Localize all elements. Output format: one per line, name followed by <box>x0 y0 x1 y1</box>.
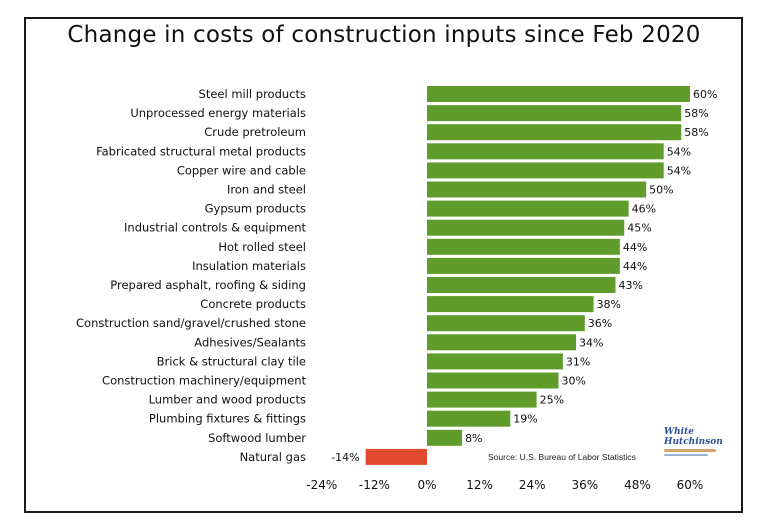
category-label: Insulation materials <box>192 259 306 273</box>
category-label: Copper wire and cable <box>177 163 306 177</box>
value-label: 54% <box>667 164 691 177</box>
category-label: Softwood lumber <box>208 431 306 445</box>
category-label: Unprocessed energy materials <box>130 106 306 120</box>
value-label: 19% <box>513 413 537 426</box>
value-label: 25% <box>540 394 564 407</box>
category-label: Lumber and wood products <box>149 393 306 407</box>
bar <box>427 86 690 102</box>
x-tick-label: -12% <box>359 478 390 492</box>
x-tick-label: 48% <box>624 478 651 492</box>
logo-swoosh-2 <box>664 454 708 456</box>
x-tick-label: -24% <box>306 478 337 492</box>
bar <box>427 353 563 370</box>
value-label: 43% <box>618 279 642 292</box>
bar <box>427 277 616 293</box>
bar <box>427 143 664 160</box>
bar <box>427 219 625 236</box>
category-label: Construction machinery/equipment <box>102 374 306 388</box>
value-label: 8% <box>465 432 482 445</box>
bar <box>427 105 682 122</box>
category-label: Prepared asphalt, roofing & siding <box>110 278 306 292</box>
value-label: 44% <box>623 260 647 273</box>
category-label: Steel mill products <box>199 87 306 101</box>
logo-word-2: Hutchinson <box>664 437 723 447</box>
bar <box>427 391 537 408</box>
value-label: 34% <box>579 336 603 349</box>
bar <box>427 429 463 446</box>
chart-title: Change in costs of construction inputs s… <box>67 22 701 48</box>
bar <box>427 296 594 313</box>
value-label: 31% <box>566 355 590 368</box>
logo-swoosh <box>664 449 716 452</box>
logo-word-1: White <box>664 427 694 437</box>
x-tick-label: 36% <box>571 478 598 492</box>
bar <box>427 315 585 332</box>
category-label: Gypsum products <box>205 202 306 216</box>
category-label: Plumbing fixtures & fittings <box>149 412 306 426</box>
bar <box>427 181 647 198</box>
category-label: Hot rolled steel <box>218 240 306 254</box>
value-label: 58% <box>684 126 708 139</box>
category-label: Concrete products <box>200 297 306 311</box>
bar <box>427 257 620 274</box>
value-label: 36% <box>588 317 612 330</box>
value-label: 45% <box>627 222 651 235</box>
value-label: 50% <box>649 184 673 197</box>
bar <box>427 162 664 179</box>
category-label: Natural gas <box>240 450 306 464</box>
x-tick-label: 24% <box>519 478 546 492</box>
bar <box>427 372 559 389</box>
value-label: 38% <box>597 298 621 311</box>
category-label: Iron and steel <box>227 183 306 197</box>
value-label: 58% <box>684 107 708 120</box>
category-label: Adhesives/Sealants <box>194 335 306 349</box>
bar <box>427 238 620 255</box>
source-note: Source: U.S. Bureau of Labor Statistics <box>488 452 636 462</box>
category-label: Brick & structural clay tile <box>157 354 306 368</box>
bar <box>427 410 511 427</box>
bar <box>365 448 427 465</box>
x-tick-label: 12% <box>466 478 493 492</box>
value-label: 60% <box>693 88 717 101</box>
bar <box>427 334 577 351</box>
category-label: Industrial controls & equipment <box>124 221 306 235</box>
white-hutchinson-logo: White Hutchinson <box>664 427 723 468</box>
value-label: 46% <box>632 203 656 216</box>
value-label: 54% <box>667 145 691 158</box>
bar <box>427 124 682 141</box>
category-label: Crude pretroleum <box>204 125 306 139</box>
bar <box>427 200 629 217</box>
category-label: Construction sand/gravel/crushed stone <box>76 316 306 330</box>
x-tick-label: 60% <box>677 478 704 492</box>
value-label: 44% <box>623 241 647 254</box>
category-label: Fabricated structural metal products <box>96 144 306 158</box>
value-label: -14% <box>331 451 359 464</box>
x-tick-label: 0% <box>417 478 436 492</box>
value-label: 30% <box>562 375 586 388</box>
